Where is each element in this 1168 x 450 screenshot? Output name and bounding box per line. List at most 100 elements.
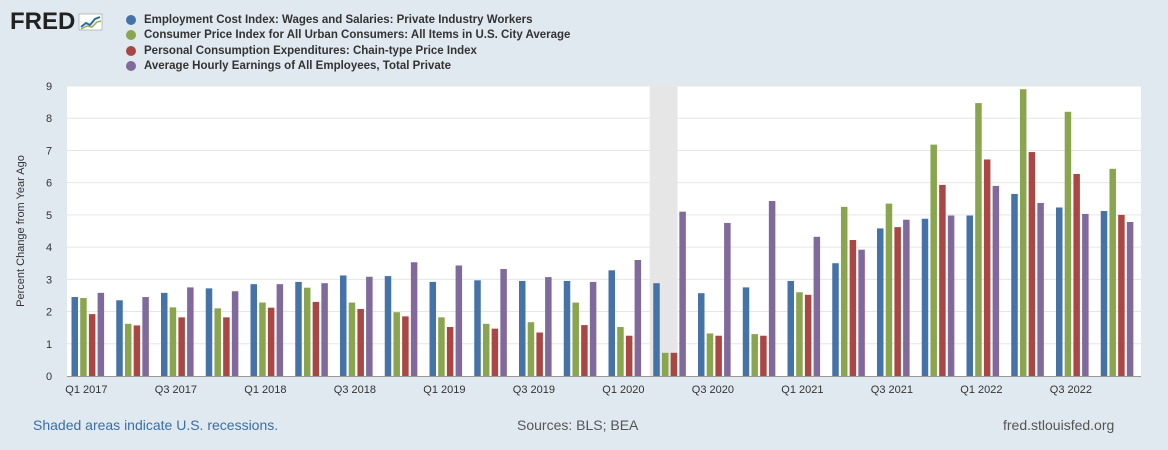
bar-series-2: [527, 322, 535, 376]
fred-logo[interactable]: FRED: [10, 8, 104, 36]
x-tick-label: Q1 2019: [423, 384, 465, 396]
legend-item-pce[interactable]: Personal Consumption Expenditures: Chain…: [126, 43, 570, 59]
fred-logo-text: FRED: [10, 8, 76, 35]
sources-note: Sources: BLS; BEA: [517, 417, 639, 433]
bar-series-1: [1011, 193, 1018, 376]
bar-series-1: [250, 284, 257, 376]
y-axis-title: Percent Change from Year Ago: [15, 155, 27, 307]
bar-series-2: [751, 334, 758, 376]
x-tick-label: Q1 2018: [244, 384, 286, 396]
bar-series-4: [321, 283, 328, 376]
bar-series-1: [608, 270, 615, 376]
x-tick-label: Q1 2022: [960, 384, 1002, 396]
bar-series-1: [474, 280, 481, 376]
bar-series-2: [885, 203, 893, 376]
bar-series-2: [169, 307, 177, 376]
bar-series-3: [894, 227, 901, 376]
legend-swatch-pce: [126, 45, 136, 56]
bar-series-4: [858, 249, 865, 376]
bar-series-2: [840, 206, 848, 376]
chart-area: 0 1 2 3 4 5 6 7 8 9 Percent Change from Year Ago Q1…: [0, 70, 1168, 410]
bar-series-4: [410, 262, 418, 376]
bar-series-3: [581, 325, 588, 376]
y-tick-label: 9: [46, 81, 52, 93]
y-tick-label: 4: [46, 242, 52, 254]
bar-series-4: [679, 211, 686, 376]
bar-series-3: [760, 335, 767, 376]
bar-series-4: [1126, 221, 1134, 376]
bar-series-3: [670, 352, 678, 376]
bar-series-4: [768, 201, 776, 376]
bar-series-3: [804, 294, 812, 376]
bar-series-2: [1019, 89, 1027, 376]
plot-background: [67, 86, 1141, 376]
legend-item-eci[interactable]: Employment Cost Index: Wages and Salarie…: [126, 12, 570, 28]
fred-logo-graph-icon: [79, 13, 103, 31]
y-tick-label: 2: [46, 307, 52, 319]
bar-series-2: [259, 302, 266, 376]
bar-series-3: [625, 335, 633, 376]
bar-series-3: [133, 325, 141, 376]
y-tick-label: 0: [46, 371, 52, 383]
bar-series-1: [384, 276, 392, 376]
bar-series-2: [975, 103, 982, 377]
bar-series-1: [429, 281, 436, 376]
bar-series-1: [1056, 207, 1063, 376]
legend-item-ahe[interactable]: Average Hourly Earnings of All Employees…: [126, 59, 570, 75]
bar-series-4: [903, 219, 910, 376]
x-tick-label: Q1 2017: [65, 384, 107, 396]
bar-series-3: [88, 314, 96, 376]
bar-series-1: [698, 293, 705, 376]
bar-series-2: [348, 302, 356, 376]
bar-series-2: [617, 327, 624, 376]
bar-series-3: [402, 316, 409, 376]
bar-series-3: [1028, 152, 1036, 376]
bar-series-2: [214, 308, 221, 376]
bar-series-2: [930, 144, 937, 376]
bar-series-1: [340, 275, 347, 376]
bar-series-4: [589, 281, 597, 376]
legend-item-cpi[interactable]: Consumer Price Index for All Urban Consu…: [126, 28, 570, 44]
bar-series-2: [303, 287, 311, 376]
bar-series-3: [1118, 214, 1125, 376]
bar-series-4: [947, 215, 955, 376]
bar-series-4: [455, 265, 463, 376]
bar-series-2: [796, 292, 803, 376]
bar-series-4: [500, 269, 507, 376]
bar-series-2: [124, 323, 132, 376]
x-tick-label: Q3 2017: [155, 384, 197, 396]
legend-label-ahe: Average Hourly Earnings of All Employees…: [144, 60, 451, 73]
bar-series-2: [482, 323, 490, 376]
bar-series-1: [921, 218, 929, 376]
bar-series-4: [813, 236, 821, 376]
y-tick-label: 7: [46, 145, 52, 157]
x-tick-label: Q3 2021: [871, 384, 913, 396]
bar-series-3: [983, 159, 991, 376]
bar-series-1: [653, 283, 660, 376]
legend-swatch-cpi: [126, 30, 136, 41]
bar-series-1: [563, 280, 571, 376]
bar-series-3: [223, 317, 230, 376]
bar-series-3: [267, 307, 275, 376]
bar-series-4: [366, 276, 373, 376]
bar-series-1: [71, 297, 78, 376]
recession-note: Shaded areas indicate U.S. recessions.: [33, 417, 279, 433]
bar-series-2: [393, 312, 400, 376]
bar-series-4: [545, 277, 552, 376]
bar-series-4: [1082, 213, 1089, 376]
site-link[interactable]: fred.stlouisfed.org: [1003, 417, 1115, 433]
bar-series-1: [832, 263, 839, 376]
bar-series-1: [295, 281, 302, 376]
legend-label-cpi: Consumer Price Index for All Urban Consu…: [144, 29, 571, 42]
bar-series-1: [742, 287, 750, 376]
bar-series-2: [80, 298, 87, 376]
chart-svg[interactable]: 0 1 2 3 4 5 6 7 8 9 Percent Change from Year Ago Q1…: [0, 70, 1168, 410]
bar-series-1: [787, 280, 794, 376]
bar-series-2: [706, 333, 714, 376]
x-tick-label: Q3 2020: [692, 384, 734, 396]
bar-series-1: [877, 228, 884, 376]
bar-series-4: [231, 291, 239, 376]
bar-series-3: [312, 301, 320, 376]
legend-label-eci: Employment Cost Index: Wages and Salarie…: [144, 13, 533, 26]
bar-series-3: [536, 332, 543, 376]
